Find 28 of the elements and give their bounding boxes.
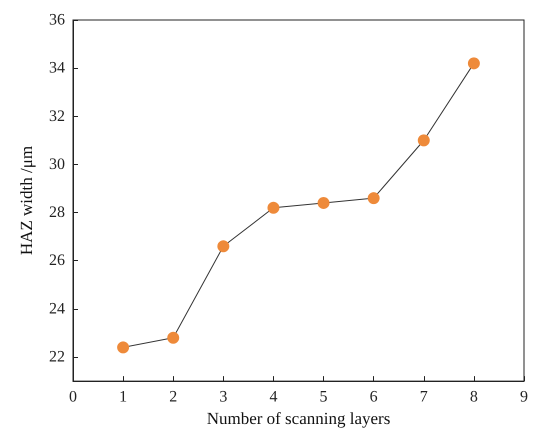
point (267, 202, 280, 214)
x-tick-label: 7 (420, 388, 428, 406)
y-tick-label: 22 (49, 348, 65, 366)
point (167, 332, 180, 344)
x-tick-label: 6 (370, 388, 378, 406)
point (368, 192, 380, 204)
y-axis-title: HAZ width /μm (17, 146, 36, 256)
x-tick-label: 0 (69, 388, 77, 406)
x-tick-label: 8 (470, 388, 478, 406)
y-tick-label: 30 (49, 156, 65, 173)
point (418, 134, 430, 146)
y-tick-label: 28 (49, 204, 65, 222)
y-tick-label: 26 (49, 252, 65, 270)
y-tick-label: 34 (49, 60, 65, 77)
point (468, 57, 480, 70)
x-axis-title: Number of scanning layers (206, 409, 390, 428)
x-tick-label: 1 (119, 388, 128, 406)
y-tick-label: 24 (49, 300, 65, 318)
x-tick-label: 4 (269, 388, 278, 406)
point (217, 240, 230, 252)
point (117, 341, 130, 354)
x-tick-label: 2 (169, 388, 178, 406)
point (318, 196, 330, 209)
x-tick-label: 5 (320, 388, 328, 406)
y-tick-label: 36 (49, 12, 65, 28)
x-tick-label: 3 (219, 388, 228, 406)
x-tick-label: 9 (520, 388, 528, 406)
y-tick-label: 32 (49, 108, 65, 125)
